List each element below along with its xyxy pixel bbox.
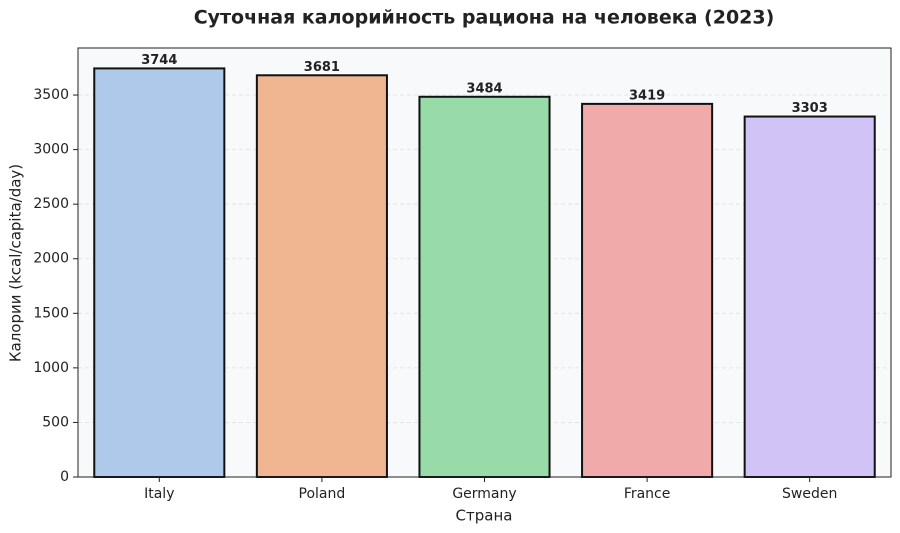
bar: [93, 67, 226, 479]
y-tick-label: 500: [42, 414, 69, 430]
x-tick-label: Poland: [299, 486, 346, 502]
y-tick-label: 3500: [33, 87, 69, 103]
x-tick-label: Italy: [144, 486, 174, 502]
y-tick-label: 0: [60, 469, 69, 485]
data-label: 3484: [466, 81, 502, 96]
bar: [418, 95, 551, 478]
x-tick-label: France: [624, 486, 671, 502]
chart-title: Суточная калорийность рациона на человек…: [194, 7, 775, 29]
bar: [255, 74, 388, 478]
bar: [743, 115, 876, 478]
x-tick-label: Germany: [452, 486, 516, 502]
y-tick-label: 3000: [33, 142, 69, 158]
y-tick-label: 2000: [33, 251, 69, 267]
y-tick-label: 1500: [33, 305, 69, 321]
x-tick-label: Sweden: [782, 486, 837, 502]
y-tick-label: 1000: [33, 360, 69, 376]
y-axis-label: Калории (kcal/capita/day): [7, 164, 25, 362]
x-axis-label: Страна: [456, 507, 513, 525]
plot-frame: [77, 47, 892, 478]
data-label: 3681: [304, 60, 340, 75]
data-label: 3744: [141, 53, 177, 68]
y-tick-label: 2500: [33, 196, 69, 212]
data-label: 3419: [629, 88, 665, 103]
bar: [581, 102, 714, 479]
data-label: 3303: [792, 101, 828, 116]
